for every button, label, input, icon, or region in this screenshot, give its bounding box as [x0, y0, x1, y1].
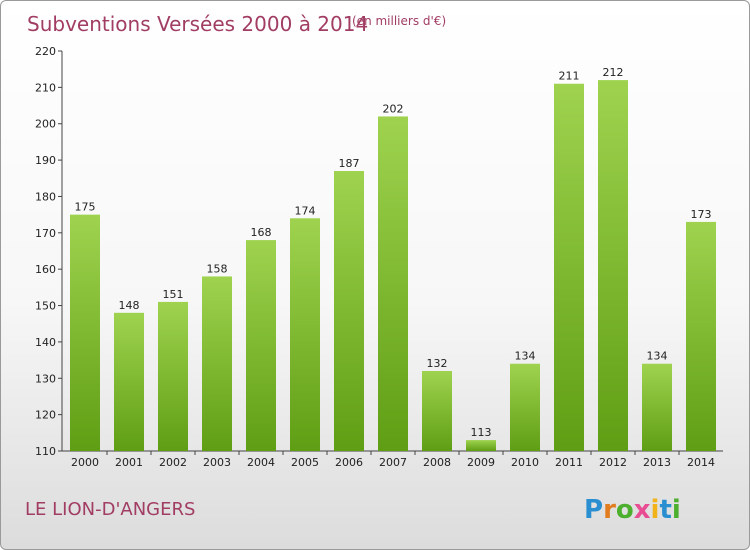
x-tick-label: 2007 — [379, 456, 407, 469]
y-tick-label: 150 — [35, 300, 56, 313]
x-tick-label: 2005 — [291, 456, 319, 469]
chart-title: Subventions Versées 2000 à 2014 — [27, 12, 368, 36]
x-tick-label: 2009 — [467, 456, 495, 469]
y-tick-label: 120 — [35, 409, 56, 422]
y-tick-label: 200 — [35, 118, 56, 131]
place-name: LE LION-D'ANGERS — [25, 499, 195, 520]
x-tick-label: 2004 — [247, 456, 275, 469]
y-tick-label: 190 — [35, 154, 56, 167]
y-tick-label: 170 — [35, 227, 56, 240]
axes: 110 120 130 140 150 160 170 180 190 200 210 220 2000… — [35, 45, 723, 469]
x-tick-label: 2010 — [511, 456, 539, 469]
logo-letter: o — [616, 495, 634, 525]
bar-value-label: 151 — [163, 288, 184, 301]
x-tick-label: 2008 — [423, 456, 451, 469]
proxiti-logo: Proxiti — [584, 495, 681, 525]
bar — [158, 301, 188, 451]
bar-value-label: 202 — [383, 102, 404, 115]
y-tick-label: 130 — [35, 372, 56, 385]
bar — [642, 363, 672, 451]
bar — [334, 171, 364, 451]
chart-subtitle: (en milliers d'€) — [352, 14, 446, 28]
bar-value-label: 113 — [471, 426, 492, 439]
bar-value-label: 148 — [119, 299, 140, 312]
bar-value-label: 212 — [603, 66, 624, 79]
y-tick-label: 180 — [35, 190, 56, 203]
logo-letter: i — [651, 495, 660, 525]
logo-letter: r — [603, 495, 616, 525]
bar-value-label: 134 — [515, 350, 536, 363]
y-tick-label: 110 — [35, 445, 56, 458]
x-tick-label: 2001 — [115, 456, 143, 469]
bar — [422, 371, 452, 451]
bar-value-label: 211 — [559, 70, 580, 83]
bar — [686, 221, 716, 451]
bar — [466, 440, 496, 451]
bar-value-label: 132 — [427, 357, 448, 370]
logo-letter: x — [634, 495, 651, 525]
logo-letter: i — [672, 495, 681, 525]
x-tick-label: 2012 — [599, 456, 627, 469]
x-tick-label: 2003 — [203, 456, 231, 469]
bar — [290, 218, 320, 451]
bars: 175 148 151 158 168 174 187 202 132 113 134 211 212 1… — [70, 66, 716, 452]
bar — [70, 214, 100, 451]
bar-value-label: 168 — [251, 226, 272, 239]
x-tick-label: 2013 — [643, 456, 671, 469]
bar — [246, 240, 276, 451]
logo-letter: P — [584, 495, 603, 525]
x-tick-label: 2006 — [335, 456, 363, 469]
bar — [378, 116, 408, 452]
y-tick-label: 160 — [35, 263, 56, 276]
logo-letter: t — [659, 495, 671, 525]
bar-value-label: 187 — [339, 157, 360, 170]
bar-value-label: 174 — [295, 204, 316, 217]
y-tick-label: 140 — [35, 336, 56, 349]
bar — [114, 312, 144, 451]
bar-value-label: 134 — [647, 350, 668, 363]
x-tick-label: 2000 — [71, 456, 99, 469]
bar — [510, 363, 540, 451]
bar-value-label: 158 — [207, 262, 228, 275]
x-tick-label: 2011 — [555, 456, 583, 469]
bar-value-label: 173 — [691, 208, 712, 221]
bar — [554, 83, 584, 452]
bar — [598, 80, 628, 451]
x-tick-label: 2014 — [687, 456, 715, 469]
y-tick-label: 210 — [35, 81, 56, 94]
bar — [202, 276, 232, 451]
x-tick-label: 2002 — [159, 456, 187, 469]
y-tick-label: 220 — [35, 45, 56, 58]
bar-value-label: 175 — [75, 201, 96, 214]
